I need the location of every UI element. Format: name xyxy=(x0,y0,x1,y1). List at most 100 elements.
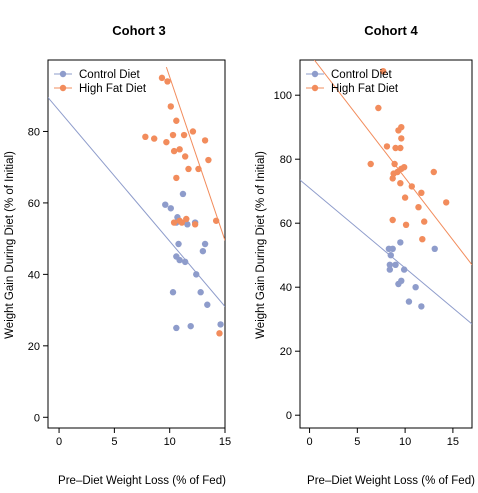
y-tick-label: 20 xyxy=(28,341,40,353)
data-point xyxy=(199,247,207,255)
x-tick-label: 5 xyxy=(354,436,360,448)
fit-line xyxy=(300,179,472,325)
data-point xyxy=(169,289,177,296)
plot-frame xyxy=(47,59,226,429)
legend-label: High Fat Diet xyxy=(331,83,399,95)
x-axis-label: Pre–Diet Weight Loss (% of Fed) xyxy=(307,475,475,487)
data-point xyxy=(181,153,189,160)
data-point xyxy=(217,321,224,328)
y-tick-label: 80 xyxy=(280,154,292,166)
data-point xyxy=(183,215,190,223)
data-point xyxy=(419,236,426,243)
data-point xyxy=(400,266,408,273)
data-point xyxy=(402,221,410,228)
x-tick-label: 10 xyxy=(164,436,176,448)
data-point xyxy=(185,165,192,173)
data-point xyxy=(391,160,398,168)
data-point xyxy=(397,239,404,246)
y-tick-label: 20 xyxy=(280,346,292,358)
panel-cohort-3: Cohort 3 Pre–Diet Weight Loss (% of Fed)… xyxy=(4,23,231,487)
data-point xyxy=(201,240,209,248)
data-point xyxy=(386,261,394,268)
y-tick-label: 80 xyxy=(28,126,40,138)
x-tick-label: 5 xyxy=(111,436,117,448)
legend-label: Control Diet xyxy=(79,69,141,81)
data-point xyxy=(142,133,149,141)
panel-title: Cohort 3 xyxy=(112,23,165,38)
data-point xyxy=(167,103,174,110)
panel-cohort-4: Cohort 4 Pre–Diet Weight Loss (% of Fed)… xyxy=(255,23,475,487)
legend-label: High Fat Diet xyxy=(79,83,147,95)
data-point xyxy=(212,217,220,224)
data-point xyxy=(389,175,396,182)
plot-area xyxy=(48,66,225,337)
legend-label: Control Diet xyxy=(331,69,393,81)
legend-swatch-point xyxy=(59,70,67,78)
data-point xyxy=(191,221,199,228)
data-point xyxy=(179,190,187,198)
data-point xyxy=(170,147,178,155)
panel-title: Cohort 4 xyxy=(364,23,418,38)
data-point xyxy=(421,218,428,225)
y-tick-label: 100 xyxy=(274,90,292,102)
y-tick-label: 0 xyxy=(286,410,292,422)
data-point xyxy=(389,245,396,252)
data-point xyxy=(187,322,194,330)
data-point xyxy=(418,189,425,196)
x-tick-label: 10 xyxy=(399,436,411,448)
data-point xyxy=(162,201,169,208)
data-point xyxy=(176,256,183,264)
data-point xyxy=(178,219,186,226)
data-point xyxy=(400,164,408,171)
data-point xyxy=(216,330,223,337)
data-point xyxy=(201,137,209,144)
data-point xyxy=(397,180,404,187)
x-axis-label: Pre–Diet Weight Loss (% of Fed) xyxy=(58,475,226,487)
data-point xyxy=(169,131,177,139)
y-tick-label: 60 xyxy=(280,218,292,230)
legend-swatch-point xyxy=(59,84,67,92)
data-point xyxy=(173,117,180,124)
legend-swatch-point xyxy=(311,84,319,92)
data-point xyxy=(173,324,180,332)
data-point xyxy=(193,271,200,278)
data-point xyxy=(180,131,188,139)
data-point xyxy=(394,168,401,176)
data-point xyxy=(412,284,419,291)
data-point xyxy=(392,261,399,268)
data-point xyxy=(397,144,404,152)
data-point xyxy=(418,303,425,310)
y-tick-label: 40 xyxy=(280,282,292,294)
data-point xyxy=(387,252,394,259)
data-point xyxy=(158,74,166,82)
data-point xyxy=(163,138,170,146)
fit-line xyxy=(165,66,225,241)
data-point xyxy=(398,135,405,142)
data-point xyxy=(170,219,178,226)
data-point xyxy=(395,280,402,288)
plot-area xyxy=(300,60,472,325)
x-tick-label: 15 xyxy=(447,436,459,448)
x-tick-label: 0 xyxy=(306,436,312,448)
data-point xyxy=(367,160,374,168)
y-tick-label: 40 xyxy=(28,269,40,281)
x-tick-label: 15 xyxy=(219,436,231,448)
data-point xyxy=(173,174,180,182)
data-point xyxy=(375,104,382,112)
data-point xyxy=(415,204,422,211)
data-point xyxy=(408,183,415,190)
y-axis-label: Weight Gain During Diet (% of Initial) xyxy=(4,151,16,339)
data-point xyxy=(389,216,396,224)
data-point xyxy=(151,135,158,142)
data-point xyxy=(386,266,394,273)
data-point xyxy=(405,298,413,305)
data-point xyxy=(197,289,204,296)
data-point xyxy=(205,156,212,164)
data-point xyxy=(189,128,197,135)
x-tick-label: 0 xyxy=(56,436,62,448)
data-point xyxy=(431,245,438,252)
data-point xyxy=(167,205,174,212)
data-point xyxy=(443,199,450,206)
legend-swatch-point xyxy=(311,70,319,78)
data-point xyxy=(195,165,202,173)
